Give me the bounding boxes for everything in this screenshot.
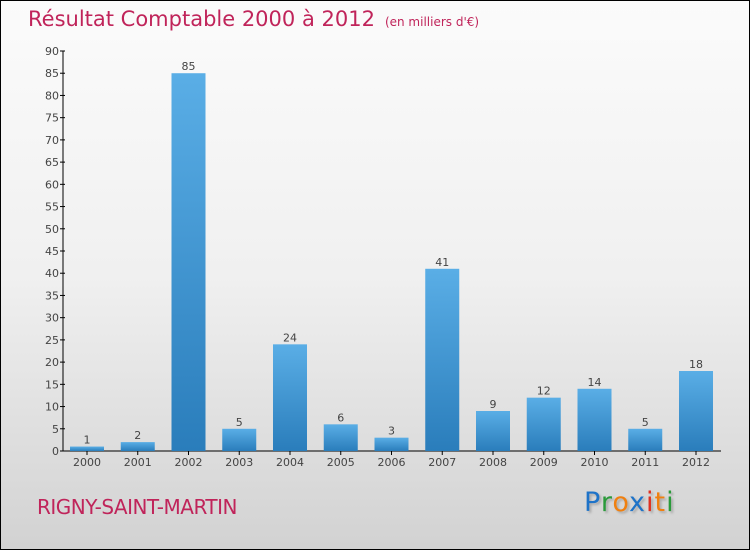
x-tick-label: 2009 (530, 456, 558, 469)
logo-letter: i (666, 487, 675, 518)
bar-2000 (70, 446, 104, 451)
data-label: 5 (236, 416, 243, 429)
bar-2009 (526, 397, 561, 451)
logo-letter: o (612, 487, 630, 518)
proxiti-logo[interactable]: Proxiti (584, 487, 675, 518)
bar-2007 (425, 268, 460, 451)
title-text: Résultat Comptable 2000 à 2012 (28, 7, 375, 31)
y-tick-label: 10 (45, 401, 59, 414)
y-tick-label: 55 (45, 201, 59, 214)
x-tick-label: 2004 (276, 456, 304, 469)
bar-2002 (171, 73, 206, 451)
data-label: 9 (490, 398, 497, 411)
y-tick-label: 30 (45, 312, 59, 325)
data-label: 41 (435, 256, 449, 269)
x-tick-label: 2011 (631, 456, 659, 469)
y-tick-label: 20 (45, 356, 59, 369)
logo-letter: r (600, 487, 613, 518)
data-label: 3 (388, 425, 395, 438)
y-tick-label: 75 (45, 112, 59, 125)
y-tick-label: 15 (45, 378, 59, 391)
x-tick-label: 2007 (428, 456, 456, 469)
bar-2003 (222, 428, 257, 451)
x-tick-label: 2000 (73, 456, 101, 469)
y-tick-label: 35 (45, 289, 59, 302)
data-label: 14 (588, 376, 602, 389)
chart-subtitle: (en milliers d'€) (384, 15, 480, 29)
data-label: 2 (134, 429, 141, 442)
chart-title: Résultat Comptable 2000 à 2012 (en millie… (28, 7, 479, 31)
x-tick-label: 2008 (479, 456, 507, 469)
x-tick-label: 2010 (581, 456, 609, 469)
y-tick-label: 45 (45, 245, 59, 258)
data-label: 24 (283, 331, 297, 344)
y-tick-label: 50 (45, 223, 59, 236)
bar-2004 (273, 344, 307, 451)
data-label: 85 (182, 60, 196, 73)
bar-2005 (323, 424, 358, 451)
y-tick-label: 25 (45, 334, 59, 347)
bar-2012 (679, 371, 713, 451)
y-tick-label: 70 (45, 134, 59, 147)
data-label: 5 (642, 416, 649, 429)
logo-letter: i (646, 487, 655, 518)
data-label: 12 (537, 385, 551, 398)
y-tick-label: 80 (45, 89, 59, 102)
bar-2006 (374, 437, 409, 451)
y-tick-label: 0 (52, 445, 59, 458)
bar-2001 (120, 442, 155, 451)
x-tick-label: 2003 (225, 456, 253, 469)
x-tick-label: 2012 (682, 456, 710, 469)
y-tick-label: 65 (45, 156, 59, 169)
y-tick-label: 5 (52, 423, 59, 436)
x-tick-label: 2001 (124, 456, 152, 469)
x-tick-label: 2005 (327, 456, 355, 469)
bar-2010 (577, 388, 612, 451)
bar-chart: 0510152025303540455055606570758085902000… (45, 45, 721, 469)
data-label: 18 (689, 358, 703, 371)
y-tick-label: 40 (45, 267, 59, 280)
y-tick-label: 60 (45, 178, 59, 191)
bar-2011 (628, 428, 663, 451)
logo-letter: x (629, 487, 647, 518)
city-name: RIGNY-SAINT-MARTIN (37, 495, 237, 519)
x-tick-label: 2006 (378, 456, 406, 469)
logo-letter: t (654, 487, 667, 518)
data-label: 6 (337, 411, 344, 424)
y-tick-label: 90 (45, 45, 59, 58)
logo-letter: P (584, 487, 601, 518)
bar-2008 (476, 411, 510, 451)
data-label: 1 (84, 434, 91, 447)
y-tick-label: 85 (45, 67, 59, 80)
x-tick-label: 2002 (175, 456, 203, 469)
